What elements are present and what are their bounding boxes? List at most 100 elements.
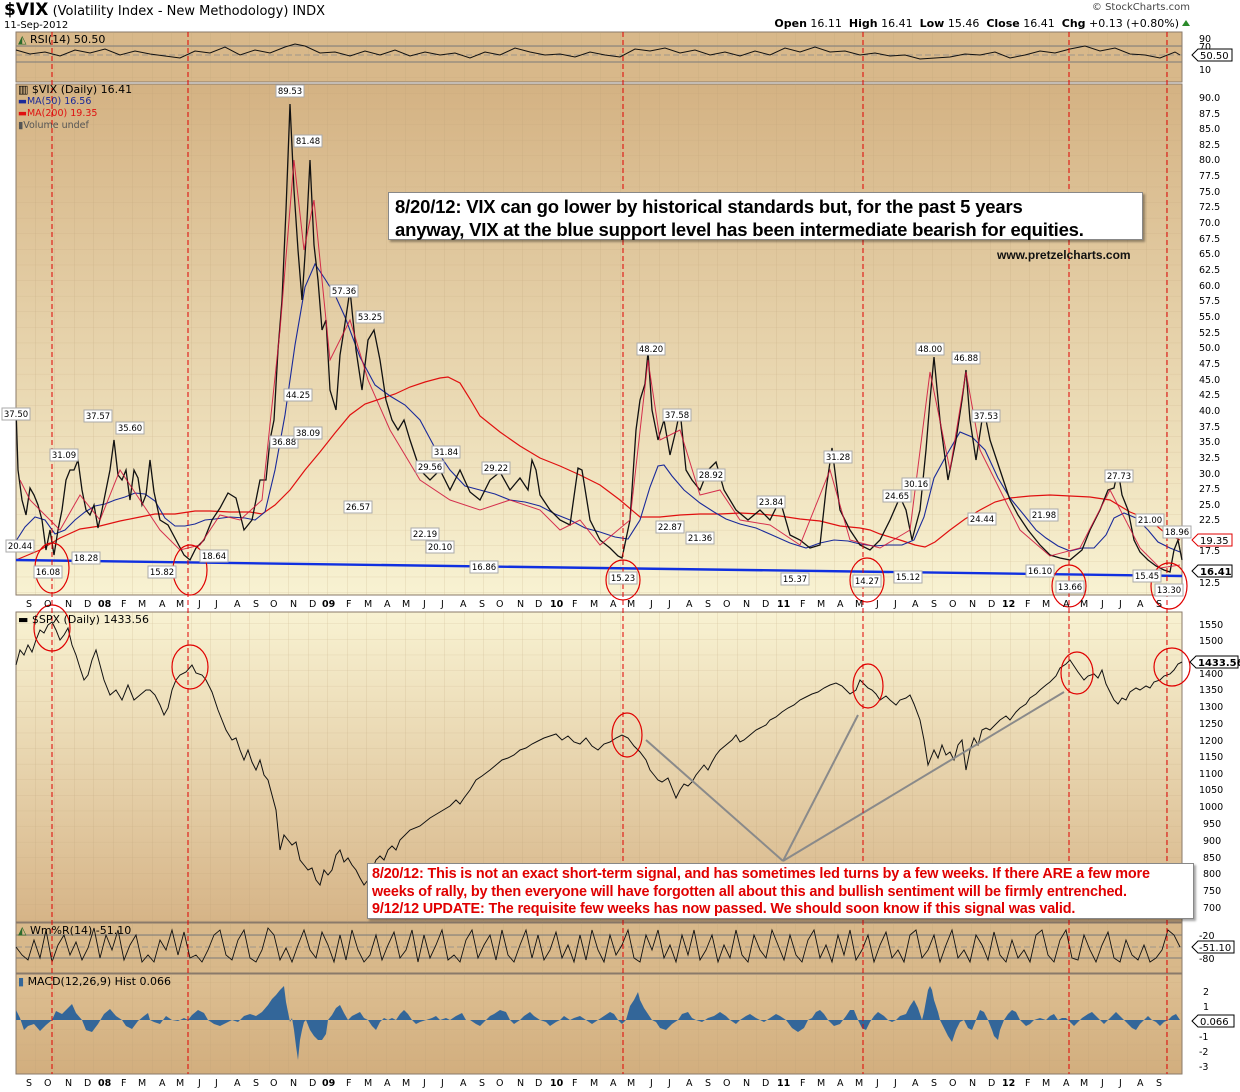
- svg-text:37.58: 37.58: [665, 411, 689, 421]
- annotation-line: anyway, VIX at the blue support level ha…: [395, 219, 1084, 240]
- svg-text:72.5: 72.5: [1199, 202, 1220, 213]
- svg-text:M: M: [855, 599, 863, 610]
- svg-text:A: A: [234, 1078, 241, 1089]
- svg-text:A: A: [234, 599, 241, 610]
- vix-price-bars: [15, 103, 1183, 573]
- svg-text:D: D: [988, 599, 995, 610]
- svg-text:36.88: 36.88: [272, 438, 296, 448]
- svg-text:J: J: [667, 1078, 671, 1089]
- svg-text:F: F: [572, 599, 577, 610]
- svg-text:M: M: [1080, 599, 1088, 610]
- svg-text:70: 70: [1199, 42, 1211, 53]
- pointer-lines: [645, 691, 1065, 862]
- svg-text:A: A: [686, 599, 693, 610]
- svg-text:J: J: [197, 599, 201, 610]
- indicator-icon: ◭: [18, 924, 27, 937]
- svg-text:S: S: [1156, 1078, 1162, 1089]
- svg-text:S: S: [253, 1078, 259, 1089]
- svg-text:24.65: 24.65: [885, 492, 909, 502]
- svg-text:A: A: [1063, 599, 1070, 610]
- svg-text:23.84: 23.84: [759, 498, 783, 508]
- svg-text:1433.56: 1433.56: [1198, 658, 1240, 669]
- svg-text:16.08: 16.08: [36, 568, 60, 578]
- svg-text:O: O: [723, 599, 730, 610]
- svg-text:-1: -1: [1199, 1032, 1208, 1043]
- chg-label: Chg: [1061, 17, 1086, 30]
- svg-text:J: J: [893, 599, 897, 610]
- svg-text:J: J: [1118, 1078, 1122, 1089]
- rsi-panel: [15, 31, 1183, 83]
- svg-text:M: M: [1080, 1078, 1088, 1089]
- svg-text:16.10: 16.10: [1028, 567, 1052, 577]
- svg-text:21.36: 21.36: [688, 534, 712, 544]
- ma200-label: MA(200) 19.35: [26, 108, 98, 119]
- svg-text:2: 2: [1203, 987, 1209, 998]
- rsi-label: RSI(14) 50.50: [29, 33, 106, 46]
- svg-text:81.48: 81.48: [296, 137, 320, 147]
- svg-text:08: 08: [98, 599, 112, 610]
- symbol: $VIX: [4, 0, 49, 20]
- svg-text:-80: -80: [1199, 954, 1215, 965]
- svg-text:09: 09: [322, 1078, 335, 1089]
- svg-text:35.60: 35.60: [118, 424, 142, 434]
- svg-text:29.22: 29.22: [484, 464, 508, 474]
- svg-text:A: A: [837, 599, 844, 610]
- svg-text:J: J: [875, 1078, 879, 1089]
- svg-text:57.5: 57.5: [1199, 296, 1220, 307]
- high-value: 16.41: [881, 17, 913, 30]
- svg-text:0.066: 0.066: [1200, 1017, 1229, 1028]
- svg-text:M: M: [855, 1078, 863, 1089]
- svg-text:N: N: [743, 1078, 750, 1089]
- svg-text:O: O: [949, 1078, 956, 1089]
- vix-price-labels: 37.50 20.44 16.08 31.09 18.28 37.57 35.6…: [1, 84, 1192, 597]
- high-label: High: [848, 17, 878, 30]
- svg-text:N: N: [65, 1078, 72, 1089]
- svg-text:A: A: [384, 599, 391, 610]
- svg-text:26.57: 26.57: [346, 503, 370, 513]
- svg-text:1500: 1500: [1199, 636, 1223, 647]
- svg-text:21.00: 21.00: [1138, 516, 1162, 526]
- svg-text:55.0: 55.0: [1199, 312, 1220, 323]
- svg-text:10: 10: [550, 1078, 564, 1089]
- svg-text:38.09: 38.09: [296, 429, 320, 439]
- svg-text:M: M: [627, 599, 635, 610]
- svg-text:57.36: 57.36: [332, 287, 356, 297]
- spx-signal-circles: [33, 604, 1191, 758]
- svg-text:N: N: [65, 599, 72, 610]
- svg-text:70.0: 70.0: [1199, 218, 1220, 229]
- svg-text:18.64: 18.64: [202, 552, 226, 562]
- svg-text:53.25: 53.25: [358, 313, 382, 323]
- svg-text:750: 750: [1203, 886, 1221, 897]
- svg-text:1400: 1400: [1199, 669, 1223, 680]
- vix-panel: [15, 83, 1183, 596]
- svg-text:85.0: 85.0: [1199, 124, 1220, 135]
- open-label: Open: [774, 17, 807, 30]
- svg-text:D: D: [535, 599, 542, 610]
- svg-text:1350: 1350: [1199, 685, 1223, 696]
- svg-text:M: M: [364, 599, 372, 610]
- svg-text:24.44: 24.44: [970, 515, 994, 525]
- svg-text:30.16: 30.16: [904, 480, 928, 490]
- svg-text:A: A: [1137, 599, 1144, 610]
- spx-price-line: [15, 621, 1183, 887]
- svg-text:87.5: 87.5: [1199, 109, 1220, 120]
- spx-axis: 1550 1500 1400 1350 1300 1250 1200 1150 1100 10…: [1199, 620, 1223, 914]
- svg-text:M: M: [176, 1078, 184, 1089]
- svg-text:13.30: 13.30: [1157, 586, 1181, 596]
- svg-text:47.5: 47.5: [1199, 359, 1220, 370]
- svg-text:A: A: [384, 1078, 391, 1089]
- svg-text:F: F: [346, 599, 351, 610]
- chg-value: +0.13 (+0.80%): [1089, 17, 1179, 30]
- svg-text:30.0: 30.0: [1199, 469, 1220, 480]
- svg-text:09: 09: [322, 599, 335, 610]
- svg-text:M: M: [138, 1078, 146, 1089]
- ohlc-summary: Open 16.11 High 16.41 Low 15.46 Close 16…: [774, 17, 1190, 30]
- svg-text:31.84: 31.84: [434, 448, 458, 458]
- svg-text:16.41: 16.41: [1200, 567, 1232, 578]
- svg-text:1050: 1050: [1199, 785, 1223, 796]
- svg-text:D: D: [535, 1078, 542, 1089]
- svg-text:11: 11: [777, 1078, 790, 1089]
- svg-text:52.5: 52.5: [1199, 328, 1220, 339]
